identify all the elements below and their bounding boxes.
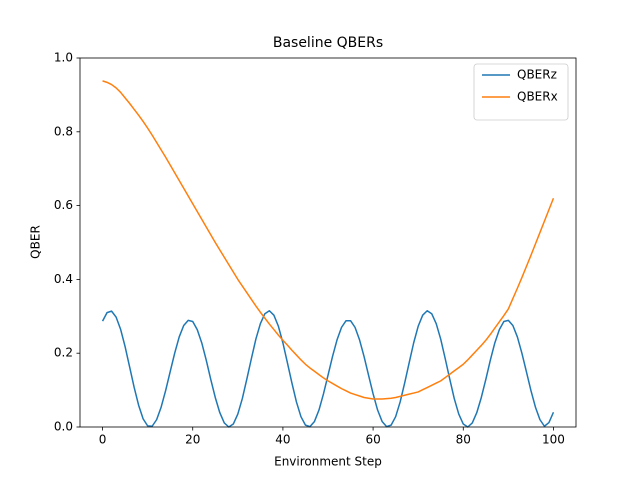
y-tick-label: 0.8 xyxy=(54,124,73,138)
x-tick-label: 20 xyxy=(185,433,200,447)
y-tick-label: 1.0 xyxy=(54,51,73,65)
plot-frame xyxy=(79,57,577,428)
x-tick-label: 60 xyxy=(365,433,380,447)
legend-box xyxy=(473,63,569,121)
x-tick-label: 0 xyxy=(99,433,107,447)
chart-title: Baseline QBERs xyxy=(273,35,383,51)
x-tick-label: 80 xyxy=(456,433,471,447)
y-tick-label: 0.2 xyxy=(54,346,73,360)
series-line xyxy=(102,80,555,400)
y-axis-label: QBER xyxy=(29,225,43,259)
x-axis-label: Environment Step xyxy=(274,455,382,469)
legend-label: QBERz xyxy=(517,68,557,82)
series-line xyxy=(101,310,555,428)
legend-label: QBERx xyxy=(517,90,558,104)
x-tick-label: 100 xyxy=(542,433,565,447)
y-tick-label: 0.6 xyxy=(54,198,73,212)
y-tick-label: 0.4 xyxy=(54,272,73,286)
y-tick-label: 0.0 xyxy=(54,420,73,434)
x-tick-label: 40 xyxy=(275,433,290,447)
